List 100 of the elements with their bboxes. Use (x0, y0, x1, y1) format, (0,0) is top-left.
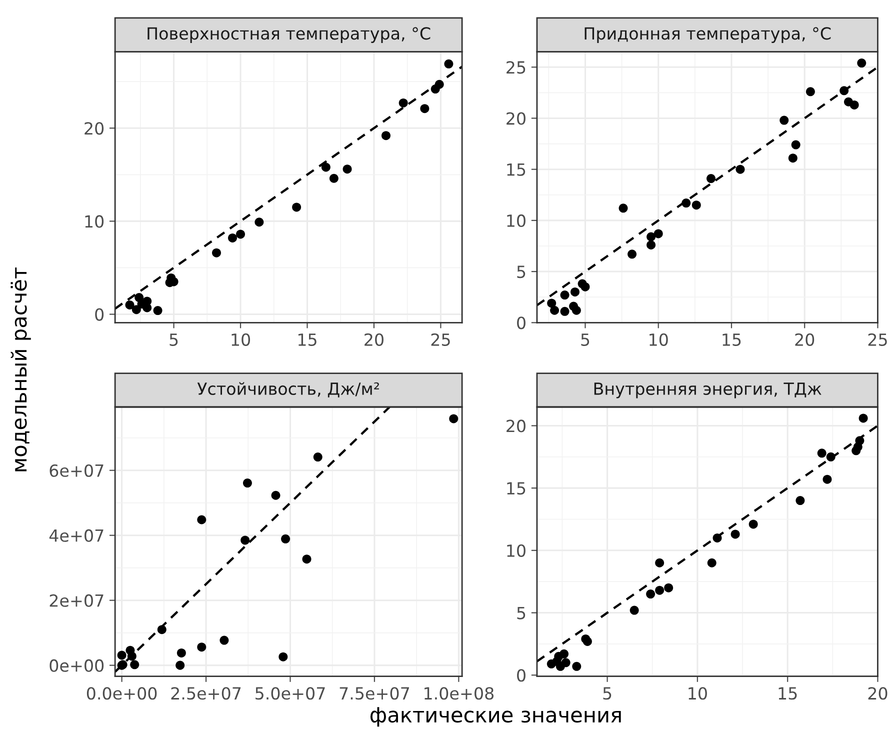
point (254, 218, 264, 227)
point (228, 233, 238, 242)
point (381, 131, 390, 140)
point (580, 282, 590, 292)
y-tick-label: 15 (507, 164, 526, 176)
x-tick-label: 5 (603, 687, 612, 700)
y-tick-label: 10 (507, 214, 526, 228)
point (271, 490, 280, 500)
point (313, 452, 322, 462)
point (176, 648, 186, 658)
point (572, 306, 581, 315)
x-tick-label: 15 (778, 687, 797, 700)
point (132, 305, 141, 314)
point (817, 448, 826, 458)
y-axis-title: модельный расчёт (10, 268, 31, 472)
x-tick-label: 2.5e+07 (171, 687, 241, 700)
point (664, 583, 674, 592)
y-tick-label: 20 (506, 112, 526, 125)
y-tick-label: 0e+00 (50, 659, 104, 672)
point (398, 98, 408, 108)
point (655, 558, 664, 568)
point (857, 58, 866, 68)
x-tick-label: 15 (722, 334, 741, 346)
x-tick-label: 7.5e+07 (340, 687, 410, 700)
point (242, 478, 252, 488)
point (730, 530, 740, 539)
point (655, 586, 664, 595)
point (712, 533, 722, 542)
point (826, 452, 836, 462)
point (855, 436, 864, 446)
x-tick-label: 15 (298, 334, 316, 346)
point (292, 202, 302, 212)
point (176, 660, 185, 670)
point (197, 642, 206, 652)
y-tick-label: 5 (517, 606, 526, 620)
point (278, 652, 288, 662)
point (646, 590, 656, 599)
point (212, 248, 221, 258)
point (707, 558, 716, 568)
point (157, 625, 166, 634)
chart-title: Придонная температура, °C (584, 27, 831, 43)
point (572, 662, 582, 671)
point (796, 496, 805, 506)
point (706, 174, 716, 184)
point (302, 554, 312, 564)
x-tick-label: 1.0e+08 (424, 687, 494, 700)
point (560, 306, 570, 316)
point (654, 229, 663, 238)
point (420, 104, 430, 114)
x-axis-title: фактические значения (370, 707, 621, 727)
point (197, 515, 206, 524)
point (630, 606, 639, 615)
point (788, 154, 798, 163)
point (321, 162, 330, 172)
y-tick-label: 0 (517, 669, 526, 682)
x-tick-label: 20 (364, 333, 384, 346)
x-tick-label: 0.0e+00 (86, 687, 157, 700)
point (547, 298, 556, 308)
y-tick-label: 6e+07 (50, 464, 104, 477)
x-tick-label: 5 (581, 334, 590, 346)
point (550, 306, 560, 315)
point (434, 80, 444, 89)
point (449, 414, 458, 424)
x-tick-label: 25 (431, 333, 450, 346)
chart-title: Устойчивость, Дж/м² (197, 382, 379, 398)
point (780, 116, 789, 125)
x-tick-label: 20 (868, 687, 888, 700)
y-tick-label: 15 (507, 482, 526, 495)
point (822, 474, 832, 484)
point (560, 290, 570, 300)
point (692, 200, 701, 210)
point (748, 520, 758, 529)
point (618, 204, 628, 213)
x-tick-label: 10 (232, 333, 250, 346)
y-tick-label: 0 (517, 316, 526, 330)
y-tick-label: 20 (84, 122, 104, 135)
point (646, 240, 656, 250)
y-tick-label: 5 (517, 266, 526, 278)
point (220, 636, 229, 645)
point (646, 232, 656, 242)
point (850, 100, 859, 110)
point (791, 140, 800, 150)
point (628, 250, 637, 259)
point (806, 87, 815, 96)
point (329, 174, 338, 183)
x-tick-label: 5 (170, 334, 178, 346)
y-tick-label: 10 (85, 215, 104, 228)
point (858, 414, 868, 423)
point (125, 300, 134, 310)
point (682, 198, 691, 208)
y-tick-label: 10 (507, 544, 526, 557)
point (130, 660, 140, 670)
point (153, 306, 162, 316)
point (236, 230, 246, 239)
point (342, 164, 352, 174)
point (281, 534, 290, 544)
y-tick-label: 25 (506, 61, 526, 74)
point (560, 649, 569, 658)
x-tick-label: 10 (650, 333, 668, 346)
chart-title: Внутренняя энергия, ТДж (594, 382, 822, 398)
